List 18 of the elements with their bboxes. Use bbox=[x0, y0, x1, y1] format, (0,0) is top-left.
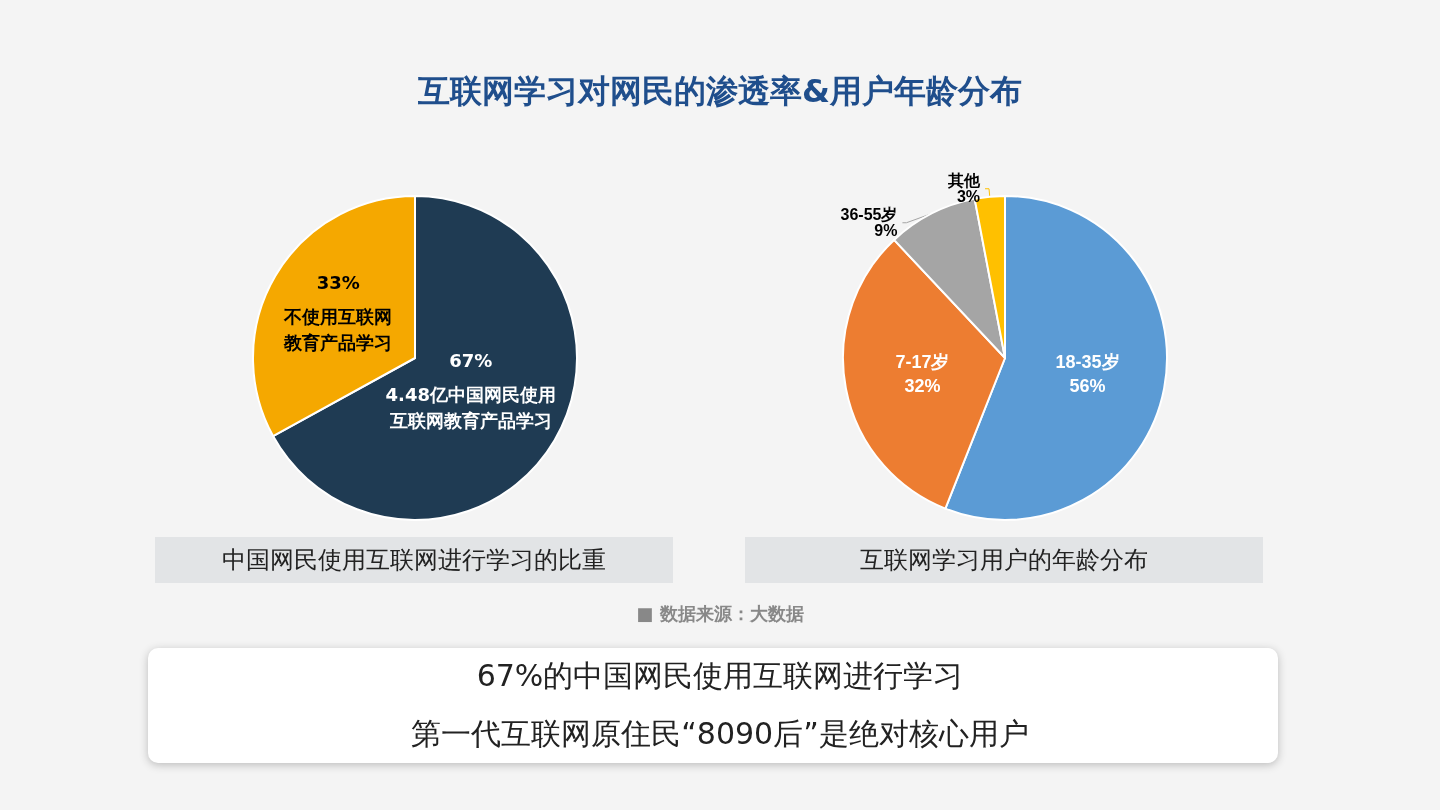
data-label: 32% bbox=[904, 375, 941, 396]
slice-label: 18-35岁 bbox=[1055, 351, 1120, 372]
text: 中国网民使用互联网进行学习的比重 bbox=[155, 537, 673, 583]
text: ■ 数据来源：大数据 bbox=[635, 602, 805, 626]
data-label: 67% bbox=[449, 349, 493, 371]
data-label: 3% bbox=[956, 188, 980, 206]
data-label: 56% bbox=[1069, 375, 1106, 396]
text: 互联网学习用户的年龄分布 bbox=[745, 537, 1263, 583]
slice-label: 36-55岁 bbox=[840, 206, 898, 224]
slice-label: 不使用互联网教育产品学习 bbox=[282, 304, 394, 355]
text: 67%的中国网民使用互联网进行学习 bbox=[475, 657, 965, 695]
slice-label: 7-17岁 bbox=[895, 351, 950, 372]
data-label: 9% bbox=[874, 222, 898, 240]
text: 互联网学习对网民的渗透率&用户年龄分布 bbox=[417, 71, 1023, 112]
slice-label: 4.48亿中国网民使用互联网教育产品学习 bbox=[384, 383, 557, 433]
data-label: 33% bbox=[315, 270, 361, 295]
slice-label: 其他 bbox=[947, 172, 981, 190]
text: 第一代互联网原住民“8090后”是绝对核心用户 bbox=[410, 715, 1030, 753]
